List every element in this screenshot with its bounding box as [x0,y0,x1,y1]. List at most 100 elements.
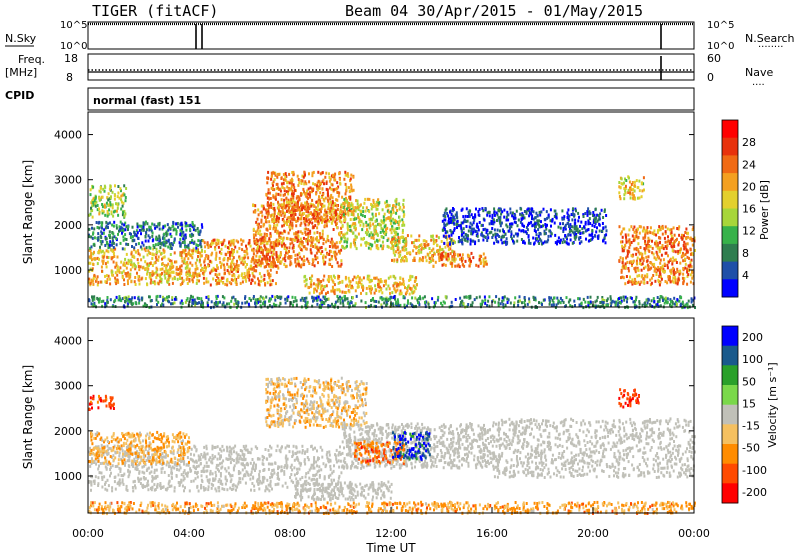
power-echo-cell [368,234,371,238]
power-echo-cell [336,208,339,211]
power-echo-cell [155,295,158,299]
power-echo-cell [93,243,96,247]
power-echo-cell [314,254,317,258]
power-echo-cell [131,239,134,243]
power-echo-cell [606,304,609,308]
power-echo-cell [674,278,677,282]
power-echo-cell [221,303,224,307]
power-echo-cell [674,250,677,254]
power-echo-cell [413,244,416,248]
power-echo-cell [256,223,259,226]
power-echo-cell [370,203,373,206]
power-echo-cell [659,261,662,265]
power-echo-cell [296,200,299,204]
power-echo-cell [496,213,499,217]
power-echo-cell [144,239,147,243]
power-echo-cell [172,270,175,274]
power-echo-cell [159,246,162,250]
power-echo-cell [627,249,630,253]
power-echo-cell [334,250,337,254]
power-echo-cell [514,232,517,236]
power-echo-cell [268,255,271,259]
power-echo-cell [195,281,198,285]
power-echo-cell [310,204,313,208]
power-echo-cell [331,265,334,268]
power-echo-cell [175,265,178,269]
power-echo-cell [287,231,290,235]
power-echo-cell [287,208,290,212]
power-echo-cell [267,263,270,266]
power-echo-cell [393,282,396,286]
power-echo-cell [670,244,673,248]
power-echo-cell [631,234,634,238]
power-echo-cell [226,269,229,272]
power-echo-cell [526,228,529,232]
power-echo-cell [277,192,280,196]
power-echo-cell [268,224,271,228]
power-echo-cell [677,276,680,280]
power-echo-cell [635,232,638,236]
nsearch-tick-bottom: 10^0 [707,41,734,52]
power-echo-cell [175,297,178,301]
power-echo-cell [326,252,329,256]
power-echo-cell [299,255,302,259]
power-echo-cell [471,223,474,227]
power-echo-cell [144,249,147,253]
power-echo-cell [332,173,335,177]
power-echo-cell [135,229,138,233]
power-echo-cell [257,263,260,267]
power-echo-cell [342,201,345,205]
power-echo-cell [454,257,457,261]
power-echo-cell [538,242,541,245]
power-echo-cell [624,189,627,193]
power-echo-cell [150,299,153,302]
power-echo-cell [165,272,168,275]
power-echo-cell [575,235,578,239]
power-echo-cell [360,237,363,241]
power-echo-cell [131,263,134,267]
power-echo-cell [206,301,209,305]
power-echo-cell [601,298,604,301]
power-echo-cell [564,227,567,231]
power-echo-cell [468,257,471,261]
power-echo-cell [462,235,465,239]
power-echo-cell [330,277,333,281]
power-echo-cell [527,207,530,211]
power-echo-cell [691,276,694,280]
power-echo-cell [266,257,269,261]
power-echo-cell [365,292,368,296]
power-echo-cell [634,278,637,282]
power-echo-cell [606,297,609,301]
power-echo-cell [304,194,307,198]
power-echo-cell [259,233,262,237]
power-echo-cell [299,223,302,227]
power-echo-cell [492,233,495,237]
power-echo-cell [374,284,377,288]
power-echo-cell [261,253,264,257]
power-echo-cell [275,270,278,274]
power-echo-cell [133,280,136,284]
power-echo-cell [550,224,552,228]
power-echo-cell [158,234,161,238]
power-echo-cell [426,252,429,256]
power-echo-cell [333,175,336,179]
power-echo-cell [183,241,186,245]
power-echo-cell [261,214,264,218]
power-echo-cell [537,240,540,244]
power-echo-cell [184,224,187,228]
power-echo-cell [319,183,322,187]
power-echo-cell [403,248,406,252]
power-echo-cell [504,240,507,244]
power-echo-cell [475,224,478,228]
power-echo-cell [628,238,631,242]
power-echo-cell [329,212,332,215]
power-echo-cell [647,268,650,272]
power-echo-cell [371,233,374,237]
power-echo-cell [268,299,270,303]
power-echo-cell [111,273,113,277]
power-echo-cell [538,210,541,214]
power-echo-cell [322,288,325,292]
power-echo-cell [304,180,307,184]
power-echo-cell [441,263,444,267]
power-echo-cell [360,299,363,303]
